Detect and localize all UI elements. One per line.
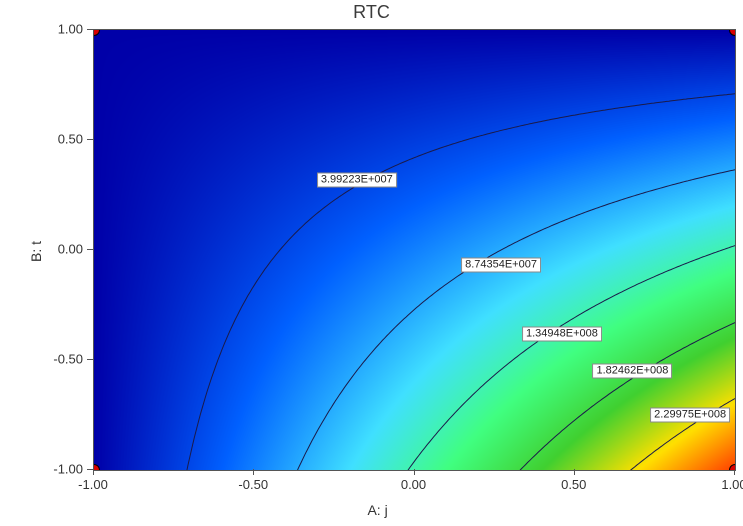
y-tick-label: 0.50 xyxy=(58,132,83,147)
plot-area: 3.99223E+007 8.74354E+007 1.34948E+008 1.82… xyxy=(93,29,736,471)
x-tick xyxy=(574,469,575,475)
y-tick xyxy=(87,29,93,30)
x-tick-label: -1.00 xyxy=(78,477,108,492)
x-axis-label: A: j xyxy=(367,502,387,518)
y-tick xyxy=(87,139,93,140)
y-tick-label: -0.50 xyxy=(53,352,83,367)
x-tick-label: 0.50 xyxy=(561,477,586,492)
contour-label: 2.29975E+008 xyxy=(650,408,730,423)
contour-label: 1.34948E+008 xyxy=(522,326,602,341)
y-tick-label: 0.00 xyxy=(58,242,83,257)
design-point xyxy=(729,464,736,471)
x-tick-label: -0.50 xyxy=(238,477,268,492)
contour-line xyxy=(280,170,735,471)
contour-line xyxy=(380,246,735,471)
contour-label: 3.99223E+007 xyxy=(317,172,397,187)
x-tick xyxy=(253,469,254,475)
contour-line xyxy=(483,323,735,471)
y-tick xyxy=(87,249,93,250)
chart-title: RTC xyxy=(0,2,743,23)
y-tick xyxy=(87,359,93,360)
contour-label: 8.74354E+007 xyxy=(461,258,541,273)
x-tick-label: 0.00 xyxy=(401,477,426,492)
y-tick-label: 1.00 xyxy=(58,22,83,37)
contour-lines xyxy=(94,30,735,470)
contour-label: 1.82462E+008 xyxy=(592,364,672,379)
y-tick xyxy=(87,469,93,470)
y-axis-label: B: t xyxy=(28,241,44,262)
x-tick-label: 1.00 xyxy=(721,477,743,492)
x-tick xyxy=(414,469,415,475)
y-tick-label: -1.00 xyxy=(53,462,83,477)
